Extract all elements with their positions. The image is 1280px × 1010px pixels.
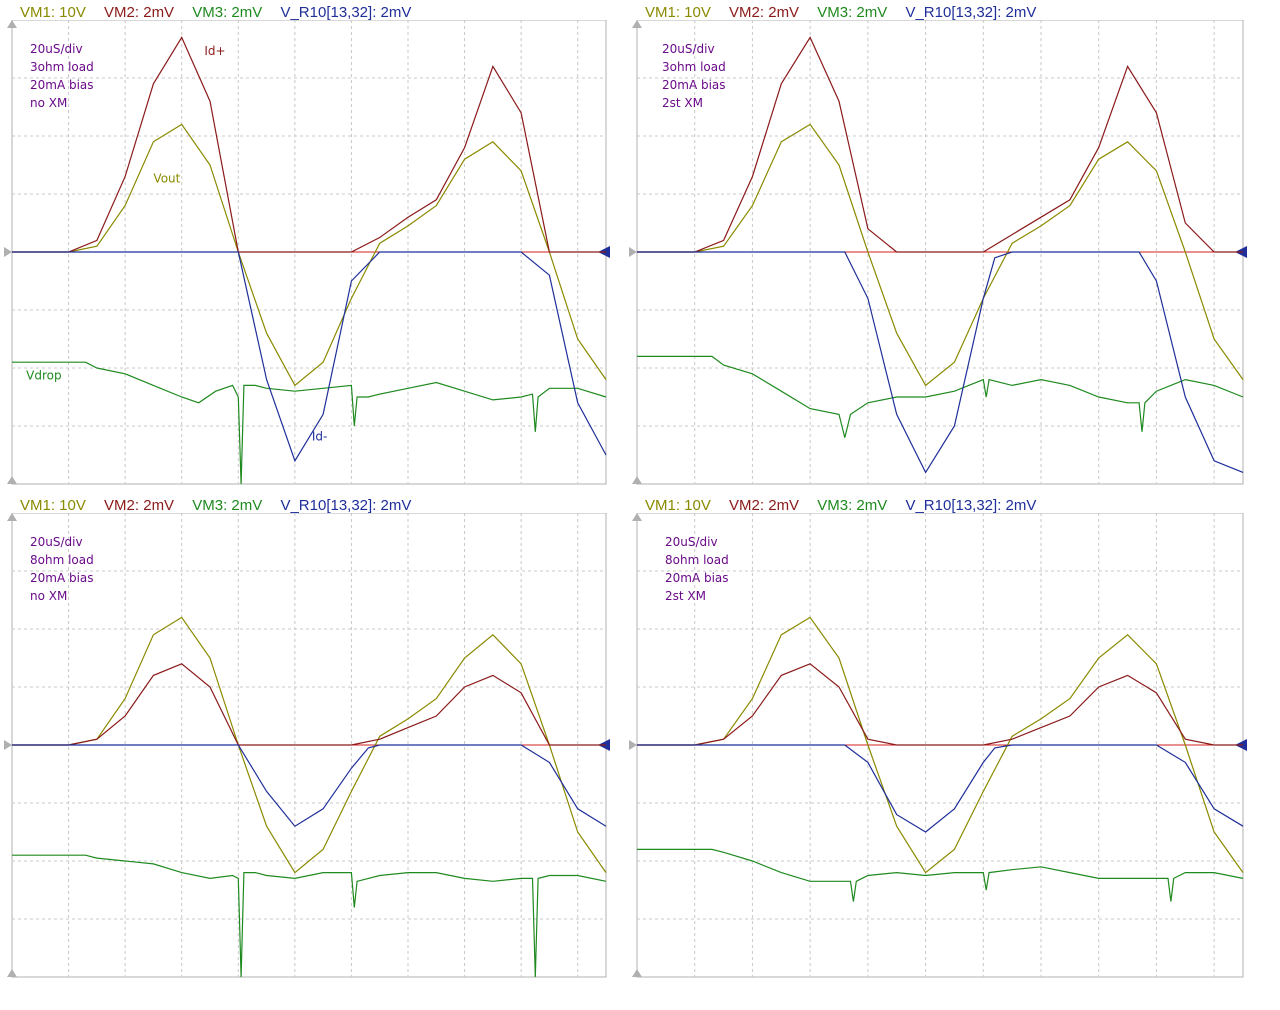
- channel-label-vm1: VM1: 10V: [645, 4, 711, 21]
- trigger-marker: [4, 740, 12, 750]
- series-line-vm3: [12, 854, 607, 978]
- scope-plot: [629, 513, 1247, 978]
- channel-label-vr10: V_R10[13,32]: 2mV: [905, 4, 1037, 21]
- note-bias: 20mA bias: [30, 78, 94, 92]
- trigger-marker: [629, 247, 637, 257]
- channel-label-vm3: VM3: 2mV: [817, 4, 888, 21]
- note-xm: 2st XM: [665, 589, 706, 603]
- axis-marker: [632, 513, 642, 521]
- trigger-marker: [4, 247, 12, 257]
- series-line-v-r10-13-32-: [12, 251, 607, 463]
- series-line-v-r10-13-32-: [637, 744, 1244, 833]
- axis-marker: [632, 969, 642, 977]
- channel-label-vm2: VM2: 2mV: [104, 497, 175, 514]
- series-line-vm2: [12, 663, 606, 746]
- channel-label-vr10: V_R10[13,32]: 2mV: [280, 4, 412, 21]
- note-load: 3ohm load: [662, 60, 726, 74]
- channel-label-vm1: VM1: 10V: [20, 4, 86, 21]
- note-xm: 2st XM: [662, 96, 703, 110]
- scope-panel-2: VM1: 10V VM2: 2mV VM3: 2mV V_R10[13,32]:…: [625, 0, 1255, 492]
- channel-label-vm3: VM3: 2mV: [192, 4, 263, 21]
- panel-notes: 20uS/div 3ohm load 20mA bias no XM: [30, 40, 94, 112]
- series-line-vm1: [637, 616, 1244, 874]
- series-line-v-r10-13-32-: [637, 251, 1244, 474]
- label-id-plus: Id+: [204, 44, 225, 58]
- note-timebase: 20uS/div: [30, 42, 83, 56]
- label-vout: Vout: [153, 171, 180, 185]
- scope-plot: Id+ Vout Vdrop Id-: [4, 20, 610, 485]
- series-line-vm3: [637, 355, 1244, 438]
- note-load: 3ohm load: [30, 60, 94, 74]
- channel-header: VM1: 10V VM2: 2mV VM3: 2mV V_R10[13,32]:…: [20, 4, 425, 26]
- axis-marker: [632, 476, 642, 484]
- axis-marker: [7, 476, 17, 484]
- series-line-vm3: [637, 848, 1244, 902]
- channel-label-vm1: VM1: 10V: [20, 497, 86, 514]
- channel-label-vm3: VM3: 2mV: [817, 497, 888, 514]
- label-id-minus: Id-: [312, 430, 328, 444]
- channel-label-vr10: V_R10[13,32]: 2mV: [280, 497, 412, 514]
- axis-marker: [7, 969, 17, 977]
- label-vdrop: Vdrop: [26, 369, 61, 383]
- panel-notes: 20uS/div 8ohm load 20mA bias 2st XM: [665, 533, 729, 605]
- scope-panel-3: VM1: 10V VM2: 2mV VM3: 2mV V_R10[13,32]:…: [0, 493, 618, 985]
- series-line-vm3: [12, 361, 607, 485]
- note-timebase: 20uS/div: [662, 42, 715, 56]
- channel-label-vm2: VM2: 2mV: [729, 4, 800, 21]
- trigger-marker: [629, 740, 637, 750]
- scope-panel-4: VM1: 10V VM2: 2mV VM3: 2mV V_R10[13,32]:…: [625, 493, 1255, 985]
- series-line-vm1: [12, 123, 607, 387]
- channel-label-vm2: VM2: 2mV: [104, 4, 175, 21]
- scope-plot: [629, 20, 1247, 485]
- note-bias: 20mA bias: [30, 571, 94, 585]
- note-bias: 20mA bias: [665, 571, 729, 585]
- series-line-vm2: [12, 36, 606, 253]
- panel-notes: 20uS/div 3ohm load 20mA bias 2st XM: [662, 40, 726, 112]
- channel-label-vm2: VM2: 2mV: [729, 497, 800, 514]
- channel-label-vr10: V_R10[13,32]: 2mV: [905, 497, 1037, 514]
- note-load: 8ohm load: [665, 553, 729, 567]
- axis-marker: [632, 20, 642, 28]
- axis-marker: [7, 513, 17, 521]
- channel-label-vm3: VM3: 2mV: [192, 497, 263, 514]
- note-xm: no XM: [30, 589, 68, 603]
- channel-header: VM1: 10V VM2: 2mV VM3: 2mV V_R10[13,32]:…: [645, 497, 1050, 519]
- scope-plot: [4, 513, 610, 978]
- panel-notes: 20uS/div 8ohm load 20mA bias no XM: [30, 533, 94, 605]
- note-xm: no XM: [30, 96, 68, 110]
- scope-panel-1: VM1: 10V VM2: 2mV VM3: 2mV V_R10[13,32]:…: [0, 0, 618, 492]
- series-line-v-r10-13-32-: [12, 744, 607, 827]
- note-bias: 20mA bias: [662, 78, 726, 92]
- series-line-vm2: [637, 663, 1243, 746]
- note-timebase: 20uS/div: [665, 535, 718, 549]
- note-load: 8ohm load: [30, 553, 94, 567]
- note-timebase: 20uS/div: [30, 535, 83, 549]
- channel-header: VM1: 10V VM2: 2mV VM3: 2mV V_R10[13,32]:…: [645, 4, 1050, 26]
- series-line-vm1: [637, 123, 1244, 387]
- channel-header: VM1: 10V VM2: 2mV VM3: 2mV V_R10[13,32]:…: [20, 497, 425, 519]
- series-line-vm1: [12, 616, 607, 874]
- series-line-vm2: [637, 36, 1243, 253]
- axis-marker: [7, 20, 17, 28]
- channel-label-vm1: VM1: 10V: [645, 497, 711, 514]
